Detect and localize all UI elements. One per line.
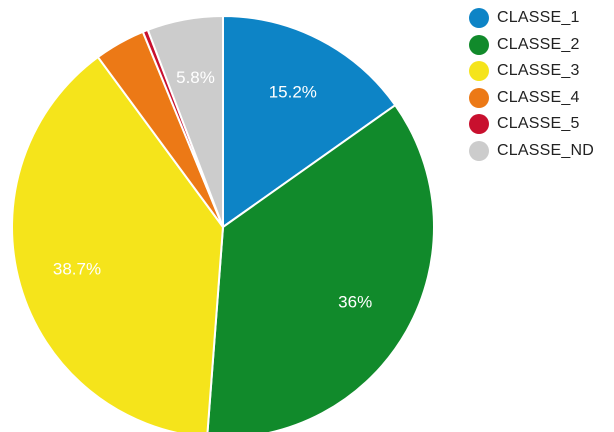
legend-label: CLASSE_4 [497, 88, 580, 106]
chart-legend: CLASSE_1 CLASSE_2 CLASSE_3 CLASSE_4 CLASSE_5… [469, 8, 594, 168]
legend-label: CLASSE_1 [497, 9, 580, 26]
legend-label: CLASSE_ND [497, 141, 594, 159]
legend-item-classe-2: CLASSE_2 [469, 34, 594, 55]
legend-label: CLASSE_2 [497, 35, 580, 53]
pie-slice-classe-3 [11, 56, 224, 432]
data-label-classe-3: 38.7% [53, 259, 101, 278]
legend-swatch-icon [469, 140, 489, 161]
pie-slices [11, 15, 435, 432]
pie-slice-classe-1 [222, 15, 397, 228]
data-label-classe-nd: 5.8% [176, 68, 215, 87]
legend-item-classe-1: CLASSE_1 [469, 8, 594, 28]
legend-item-classe-4: CLASSE_4 [469, 87, 594, 108]
pie-data-labels: 15.2% 36% 38.7% 5.8% [53, 68, 372, 311]
legend-label: CLASSE_3 [497, 62, 580, 80]
legend-swatch-icon [469, 34, 489, 55]
legend-item-classe-nd: CLASSE_ND [469, 140, 594, 161]
legend-label: CLASSE_5 [497, 115, 580, 133]
legend-item-classe-3: CLASSE_3 [469, 61, 594, 82]
data-label-classe-1: 15.2% [269, 83, 317, 102]
legend-swatch-icon [469, 8, 489, 28]
legend-item-classe-5: CLASSE_5 [469, 114, 594, 135]
legend-swatch-icon [469, 114, 489, 135]
legend-swatch-icon [469, 61, 489, 82]
legend-swatch-icon [469, 87, 489, 108]
pie-slice-classe-2 [206, 104, 435, 432]
pie-slice-classe-nd [146, 15, 224, 228]
data-label-classe-2: 36% [338, 292, 372, 311]
